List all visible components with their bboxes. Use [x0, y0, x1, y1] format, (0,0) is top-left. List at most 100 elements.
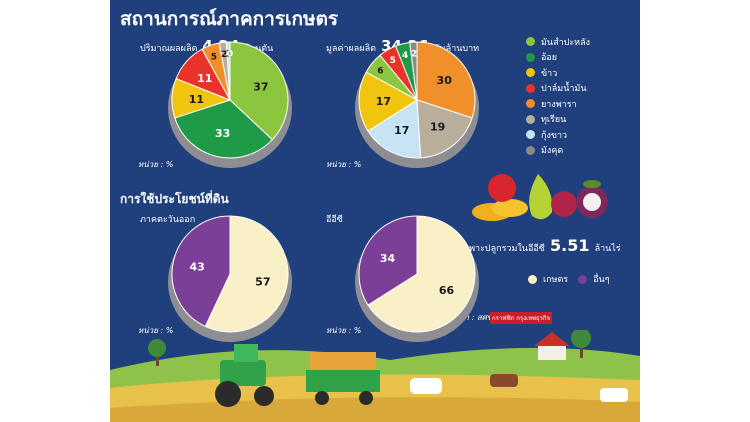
farm-scene: [110, 330, 640, 422]
pie-slice: [416, 41, 476, 119]
apple-icon: [488, 174, 516, 202]
legend-item: เกษตร: [528, 272, 568, 286]
pie-value-label: 4: [402, 51, 408, 61]
cow-icon: [490, 374, 518, 387]
source-note: ที่มา : สศข.: [454, 313, 495, 322]
field-shape: [110, 397, 640, 422]
legend-swatch: [526, 68, 535, 78]
tree-trunk: [156, 352, 159, 366]
pie-value-label: 17: [394, 124, 409, 137]
crop-legend: มันสำปะหลังอ้อยข้าวปาล์มน้ำมันยางพาราทุเ…: [526, 34, 590, 158]
pie-value-label: 34: [380, 252, 396, 265]
legend-label: ยางพารา: [541, 99, 577, 110]
legend-swatch: [578, 274, 588, 284]
pie-value-label: 5: [211, 52, 217, 62]
pie-value-label: 57: [255, 275, 270, 288]
eec-area-value: 5.51: [549, 236, 590, 255]
pie-value-label: 30: [437, 74, 453, 87]
pie-slice: [367, 99, 422, 159]
legend-swatch: [526, 114, 535, 124]
pie-slice: [409, 41, 418, 101]
unit-note: หน่วย : %: [138, 160, 174, 169]
hay-bales-icon: [310, 352, 376, 370]
pie-slice: [174, 99, 273, 159]
legend-item: มังคุด: [526, 143, 590, 159]
pie-production-volume: 37 33 11 11 5 210: [171, 41, 289, 159]
production-volume-label: ปริมาณผลผลิต: [140, 44, 198, 54]
pie-slice: [416, 99, 473, 159]
fruit-illustration: [472, 174, 608, 221]
production-value-unit: พันล้านบาท: [433, 44, 480, 54]
legend-label: ทุเรียน: [541, 115, 567, 126]
legend-swatch: [526, 99, 535, 109]
plum-icon: [551, 191, 577, 217]
pie-value-label: 2: [221, 50, 227, 60]
pie-value-label: 43: [190, 261, 205, 274]
land-use-title: การใช้ประโยชน์ที่ดิน: [120, 192, 229, 206]
production-volume-unit: ล้านตัน: [244, 44, 274, 54]
leaf-icon: [583, 180, 601, 188]
tree-trunk: [580, 342, 583, 358]
eec-area-label: พื้นที่เพาะปลูกรวมในอีอีซี: [448, 244, 545, 254]
legend-label: อื่นๆ: [593, 275, 610, 285]
pie-slice: [367, 215, 476, 333]
legend-item: มันสำปะหลัง: [526, 34, 590, 50]
legend-swatch: [526, 52, 535, 62]
legend-label: มังคุด: [541, 146, 564, 157]
trailer-icon: [306, 370, 380, 392]
legend-label: เกษตร: [543, 275, 569, 285]
pear-icon: [529, 174, 553, 220]
unit-note: หน่วย : %: [138, 326, 174, 335]
pie-value-label: 66: [439, 284, 455, 297]
pie-value-label: 6: [377, 67, 383, 77]
pie-production-value: 30 19 17 17 654 2: [358, 41, 476, 159]
unit-note: หน่วย : %: [326, 160, 362, 169]
pie-value-label: 0: [227, 49, 233, 59]
pie-value-label: 19: [430, 121, 445, 134]
east-region-heading: ภาคตะวันออก: [140, 215, 196, 225]
tractor-wheel: [254, 386, 274, 406]
legend-label: อ้อย: [541, 53, 558, 64]
legend-swatch: [528, 274, 537, 284]
pie-slice: [229, 41, 289, 141]
eec-area-unit: ล้านไร่: [594, 244, 621, 254]
legend-swatch: [526, 130, 535, 140]
tree-icon: [148, 339, 166, 357]
legend-item: ทุเรียน: [526, 112, 590, 128]
pie-value-label: 5: [390, 56, 396, 66]
pie-eec-land-use: 66 34: [358, 215, 476, 333]
legend-swatch: [526, 83, 535, 93]
legend-swatch: [526, 37, 535, 47]
pie-value-label: 1: [225, 49, 231, 59]
roof-icon: [534, 332, 570, 346]
banana-icon: [492, 199, 528, 217]
pie-value-label: 17: [376, 95, 391, 108]
pie-value-label: 11: [197, 72, 212, 85]
production-value-label: มูลค่าผลผลิต: [326, 44, 376, 54]
mangosteen-flesh-icon: [583, 193, 601, 211]
pie-value-label: 11: [189, 93, 204, 106]
legend-label: ปาล์มน้ำมัน: [541, 84, 587, 95]
pie-east-region-land-use: 57 43: [171, 215, 289, 333]
tractor-cabin: [234, 344, 258, 362]
house-icon: [538, 344, 566, 360]
cow-icon: [600, 388, 628, 402]
trailer-wheel: [359, 391, 373, 405]
tree-icon: [571, 330, 591, 348]
eec-area-total: พื้นที่เพาะปลูกรวมในอีอีซี 5.51 ล้านไร่: [448, 236, 621, 255]
unit-note: หน่วย : %: [326, 326, 362, 335]
legend-item: กุ้งขาว: [526, 127, 590, 143]
legend-item: ยางพารา: [526, 96, 590, 112]
pie-slice: [358, 71, 418, 132]
legend-item: อื่นๆ: [578, 272, 610, 286]
infographic-board: สถานการณ์ภาคการเกษตร ปริมาณผลผลิต 4.24 ล…: [110, 0, 640, 422]
pie-slice: [204, 215, 289, 333]
pie-value-label: 33: [215, 127, 230, 140]
page-title: สถานการณ์ภาคการเกษตร: [120, 8, 339, 30]
land-use-legend: เกษตร อื่นๆ: [528, 272, 620, 286]
legend-item: ข้าว: [526, 65, 590, 81]
pie-slice: [225, 41, 231, 101]
legend-label: ข้าว: [541, 68, 558, 79]
eec-heading: อีอีซี: [326, 215, 343, 225]
